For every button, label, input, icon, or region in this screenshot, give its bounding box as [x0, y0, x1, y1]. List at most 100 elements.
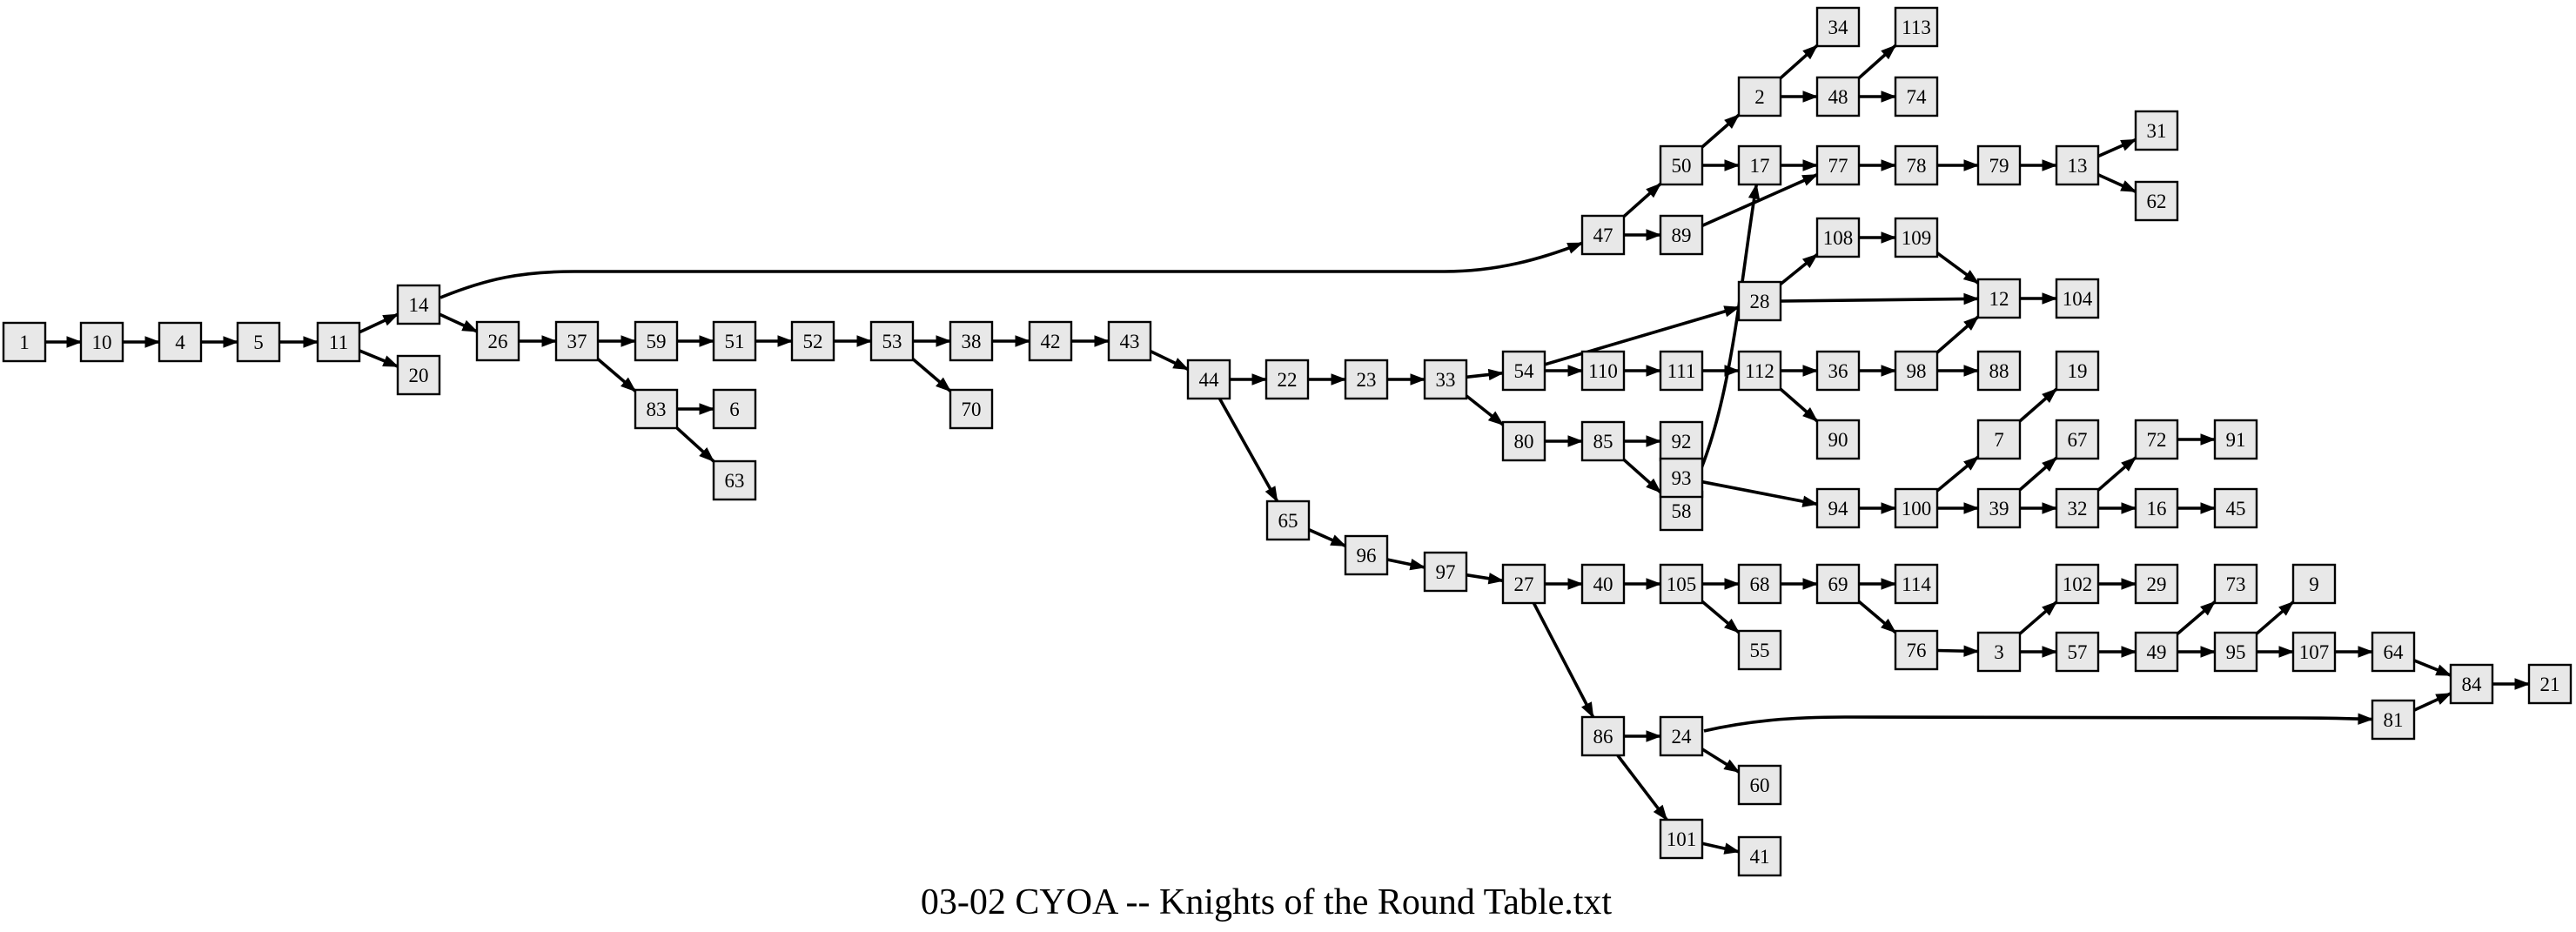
- node-box: [1815, 144, 1861, 186]
- node-box: [2371, 699, 2416, 741]
- node-box: [1815, 563, 1861, 605]
- arrowhead: [1724, 578, 1741, 590]
- arrowhead: [2278, 646, 2295, 658]
- node-box: [1894, 144, 1939, 186]
- node-50: 50: [1659, 144, 1704, 186]
- arrowhead: [621, 377, 637, 392]
- arrowhead: [1962, 270, 1980, 285]
- arrowhead: [2200, 433, 2217, 446]
- node-67: 67: [2055, 419, 2100, 460]
- node-box: [1501, 563, 1546, 605]
- edge-24-81: [1703, 713, 2374, 733]
- node-label: 95: [2226, 641, 2246, 663]
- arrowhead: [1881, 44, 1897, 60]
- arrowhead: [1015, 335, 1031, 347]
- diagram-title: 03-02 CYOA -- Knights of the Round Table…: [921, 882, 1613, 922]
- edge-43-44: [1150, 349, 1190, 372]
- node-111: 111: [1659, 350, 1704, 392]
- node-37: 37: [554, 320, 600, 362]
- node-box: [79, 321, 124, 363]
- node-box: [2213, 487, 2258, 529]
- arrowhead: [1802, 91, 1819, 103]
- node-label: 14: [409, 294, 430, 316]
- edge-85-92: [1624, 435, 1662, 447]
- node-76: 76: [1894, 629, 1939, 671]
- node-label: 86: [1593, 726, 1613, 748]
- edge-108-109: [1859, 231, 1897, 244]
- node-73: 73: [2213, 563, 2258, 605]
- arrowhead: [2042, 292, 2058, 305]
- node-label: 69: [1828, 573, 1848, 595]
- node-label: 62: [2147, 191, 2167, 212]
- edge-28-108: [1779, 253, 1819, 285]
- edge-69-76: [1857, 600, 1897, 634]
- node-94: 94: [1815, 487, 1861, 529]
- node-label: 31: [2147, 120, 2167, 142]
- node-label: 50: [1672, 155, 1692, 177]
- node-label: 64: [2384, 641, 2405, 663]
- arrowhead: [1646, 478, 1662, 493]
- edge-line: [1544, 305, 1740, 366]
- node-20: 20: [396, 354, 441, 396]
- edges-layer: [45, 44, 2531, 855]
- edge-39-32: [2020, 502, 2058, 514]
- edge-5-11: [279, 336, 319, 348]
- arrowhead: [1723, 759, 1741, 773]
- node-label: 81: [2384, 709, 2404, 731]
- node-label: 43: [1120, 331, 1140, 352]
- arrowhead: [1881, 502, 1897, 514]
- node-98: 98: [1894, 350, 1939, 392]
- arrowhead: [1963, 159, 1980, 171]
- node-label: 89: [1672, 225, 1692, 246]
- edge-line: [1703, 715, 2373, 733]
- edge-105-68: [1702, 578, 1741, 590]
- node-box: [1894, 6, 1939, 48]
- node-label: 68: [1750, 573, 1770, 595]
- arrowhead: [1251, 373, 1268, 386]
- node-box: [949, 388, 994, 430]
- node-box: [2134, 631, 2179, 673]
- arrowhead: [1963, 292, 1980, 305]
- node-51: 51: [712, 320, 757, 362]
- arrowhead: [2121, 502, 2137, 514]
- edge-52-53: [834, 335, 873, 347]
- node-label: 36: [1828, 360, 1848, 382]
- node-box: [1423, 551, 1468, 593]
- edge-69-114: [1859, 578, 1897, 590]
- node-108: 108: [1815, 217, 1861, 258]
- node-62: 62: [2134, 180, 2179, 222]
- node-box: [2055, 631, 2100, 673]
- node-label: 12: [1989, 288, 2009, 310]
- arrowhead: [1802, 159, 1819, 171]
- node-box: [1737, 563, 1782, 605]
- edge-95-107: [2257, 646, 2295, 658]
- edge-line: [1701, 173, 1818, 227]
- edge-112-90: [1779, 387, 1819, 423]
- node-label: 47: [1593, 225, 1613, 246]
- edge-2-48: [1781, 91, 1819, 103]
- node-114: 114: [1894, 563, 1939, 605]
- node-box: [316, 321, 361, 363]
- node-label: 19: [2068, 360, 2088, 382]
- node-9: 9: [2291, 563, 2337, 605]
- arrowhead: [2358, 713, 2374, 725]
- node-label: 113: [1902, 17, 1931, 38]
- node-box: [2055, 487, 2100, 529]
- edge-11-14: [359, 312, 399, 334]
- node-box: [2, 321, 47, 363]
- node-label: 7: [1994, 429, 2004, 451]
- arrowhead: [1802, 44, 1819, 60]
- arrowhead: [1646, 435, 1662, 447]
- node-77: 77: [1815, 144, 1861, 186]
- node-box: [1580, 563, 1626, 605]
- edge-4-5: [201, 336, 239, 348]
- edge-49-95: [2177, 646, 2217, 658]
- edge-23-33: [1387, 373, 1426, 386]
- edge-47-50: [1622, 182, 1662, 218]
- node-box: [236, 321, 281, 363]
- edge-47-89: [1624, 229, 1662, 241]
- node-85: 85: [1580, 420, 1626, 462]
- edge-111-112: [1702, 365, 1741, 377]
- edge-59-51: [677, 335, 715, 347]
- node-label: 22: [1278, 369, 1298, 391]
